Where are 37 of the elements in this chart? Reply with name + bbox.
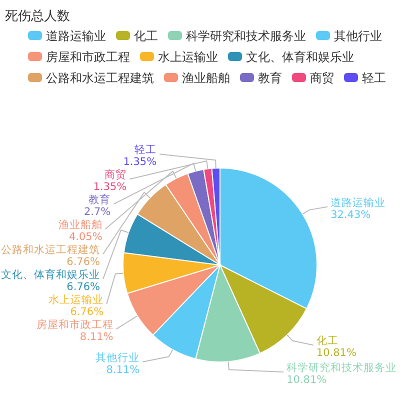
slice-label: 房屋和市政工程 — [36, 318, 114, 332]
legend-label: 渔业船舶 — [182, 71, 230, 85]
chart-title: 死伤总人数 — [5, 9, 70, 24]
data-label: 32.43% — [330, 208, 371, 221]
legend-label: 水上运输业 — [158, 50, 218, 64]
legend-label: 轻工 — [362, 71, 386, 85]
slice-label: 其他行业 — [96, 350, 140, 364]
legend-label: 教育 — [258, 71, 282, 85]
legend-label: 商贸 — [310, 71, 334, 85]
data-label: 8.11% — [106, 364, 140, 376]
slice-label: 道路运输业 — [330, 196, 386, 209]
legend-label: 公路和水运工程建筑 — [46, 71, 154, 85]
data-label: 2.7% — [84, 206, 111, 218]
slice-label: 渔业船舶 — [58, 218, 102, 232]
legend-label: 其他行业 — [334, 29, 382, 43]
slice-label: 商贸 — [104, 168, 127, 182]
slice-label: 轻工 — [134, 144, 157, 156]
slice-label: 化工 — [316, 335, 338, 348]
legend-label: 科学研究和技术服务业 — [186, 29, 306, 43]
slice-label: 文化、体育和娱乐业 — [1, 268, 100, 282]
data-label: 1.35% — [123, 156, 157, 168]
legend-label: 文化、体育和娱乐业 — [246, 50, 354, 64]
legend-label: 化工 — [134, 29, 158, 43]
data-label: 1.35% — [93, 181, 127, 194]
data-label: 10.81% — [286, 374, 327, 386]
data-label: 6.76% — [70, 306, 104, 318]
slice-label: 水上运输业 — [48, 293, 104, 306]
slice-label: 公路和水运工程建筑 — [1, 243, 100, 256]
legend-label: 房屋和市政工程 — [46, 50, 130, 64]
data-label: 10.81% — [316, 347, 356, 360]
data-label: 8.11% — [80, 331, 114, 344]
data-label: 6.76% — [66, 256, 100, 268]
slice-label: 教育 — [88, 193, 111, 206]
slice-label: 科学研究和技术服务业 — [286, 361, 397, 374]
data-label: 4.05% — [68, 231, 102, 244]
data-label: 6.76% — [66, 281, 100, 294]
legend-label: 道路运输业 — [46, 29, 106, 43]
